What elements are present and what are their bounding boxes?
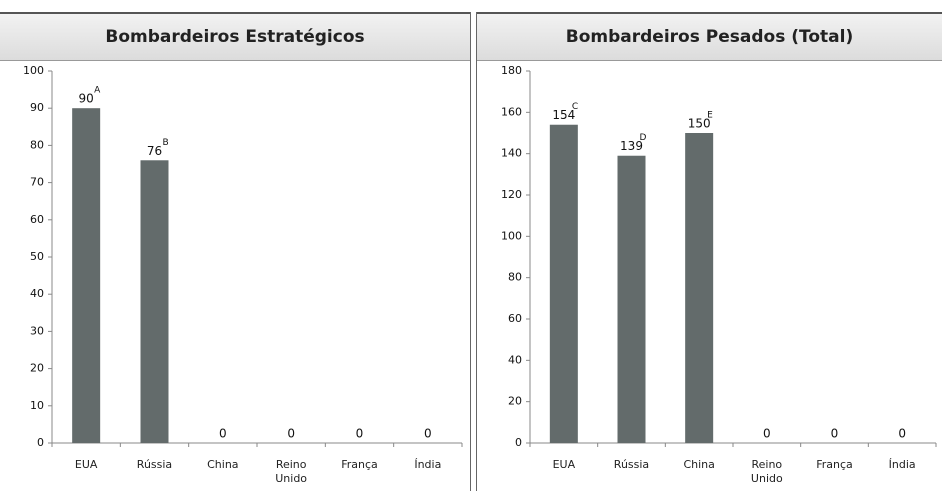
y-tick-label: 60 — [508, 312, 522, 325]
data-label: 0 — [356, 427, 364, 441]
x-tick-label: França — [816, 458, 853, 471]
data-label: 0 — [287, 427, 295, 441]
y-tick-label: 80 — [30, 138, 44, 151]
bar — [140, 160, 169, 443]
data-label: 0 — [424, 427, 432, 441]
divider — [476, 12, 477, 491]
panel-title: Bombardeiros Pesados (Total) — [477, 12, 942, 61]
data-label: 0 — [831, 427, 839, 441]
data-label: 90 — [79, 92, 94, 106]
x-tick-label: China — [683, 458, 715, 471]
y-tick-label: 20 — [508, 395, 522, 408]
y-tick-label: 40 — [30, 287, 44, 300]
y-tick-label: 50 — [30, 250, 44, 263]
x-tick-label: França — [341, 458, 378, 471]
data-label: 0 — [763, 427, 771, 441]
data-label: 150 — [688, 117, 711, 131]
data-label: 76 — [147, 144, 162, 158]
x-tick-label: Rússia — [613, 458, 650, 471]
annotation: E — [707, 111, 713, 121]
y-tick-label: 0 — [37, 436, 44, 449]
data-label: 0 — [898, 427, 906, 441]
x-tick-label: Índia — [888, 458, 916, 471]
y-tick-label: 90 — [30, 101, 44, 114]
annotation: D — [640, 133, 647, 143]
annotation: C — [572, 102, 578, 112]
data-label: 154 — [552, 108, 575, 122]
y-tick-label: 10 — [30, 399, 44, 412]
y-tick-label: 70 — [30, 176, 44, 189]
y-tick-label: 0 — [515, 436, 522, 449]
y-tick-label: 60 — [30, 213, 44, 226]
y-tick-label: 100 — [501, 229, 522, 242]
y-tick-label: 20 — [30, 362, 44, 375]
bar — [617, 155, 646, 443]
x-tick-label: China — [207, 458, 239, 471]
panel-title: Bombardeiros Estratégicos — [0, 12, 470, 61]
y-tick-label: 100 — [23, 64, 44, 77]
x-tick-label: Índia — [414, 458, 442, 471]
x-tick-label: Reino Unido — [750, 458, 783, 485]
x-tick-label: Rússia — [136, 458, 173, 471]
y-tick-label: 180 — [501, 64, 522, 77]
bar — [72, 108, 101, 443]
bar — [685, 133, 714, 443]
x-tick-label: EUA — [74, 458, 98, 471]
data-label: 0 — [219, 427, 227, 441]
x-tick-label: Reino Unido — [275, 458, 308, 485]
y-tick-label: 80 — [508, 271, 522, 284]
y-tick-label: 120 — [501, 188, 522, 201]
x-tick-label: EUA — [552, 458, 576, 471]
annotation: B — [163, 138, 169, 148]
bar — [549, 124, 578, 443]
divider — [470, 12, 471, 491]
y-tick-label: 30 — [30, 324, 44, 337]
annotation: A — [94, 86, 101, 96]
y-tick-label: 160 — [501, 105, 522, 118]
y-tick-label: 40 — [508, 353, 522, 366]
data-label: 139 — [620, 139, 643, 153]
y-tick-label: 140 — [501, 147, 522, 160]
